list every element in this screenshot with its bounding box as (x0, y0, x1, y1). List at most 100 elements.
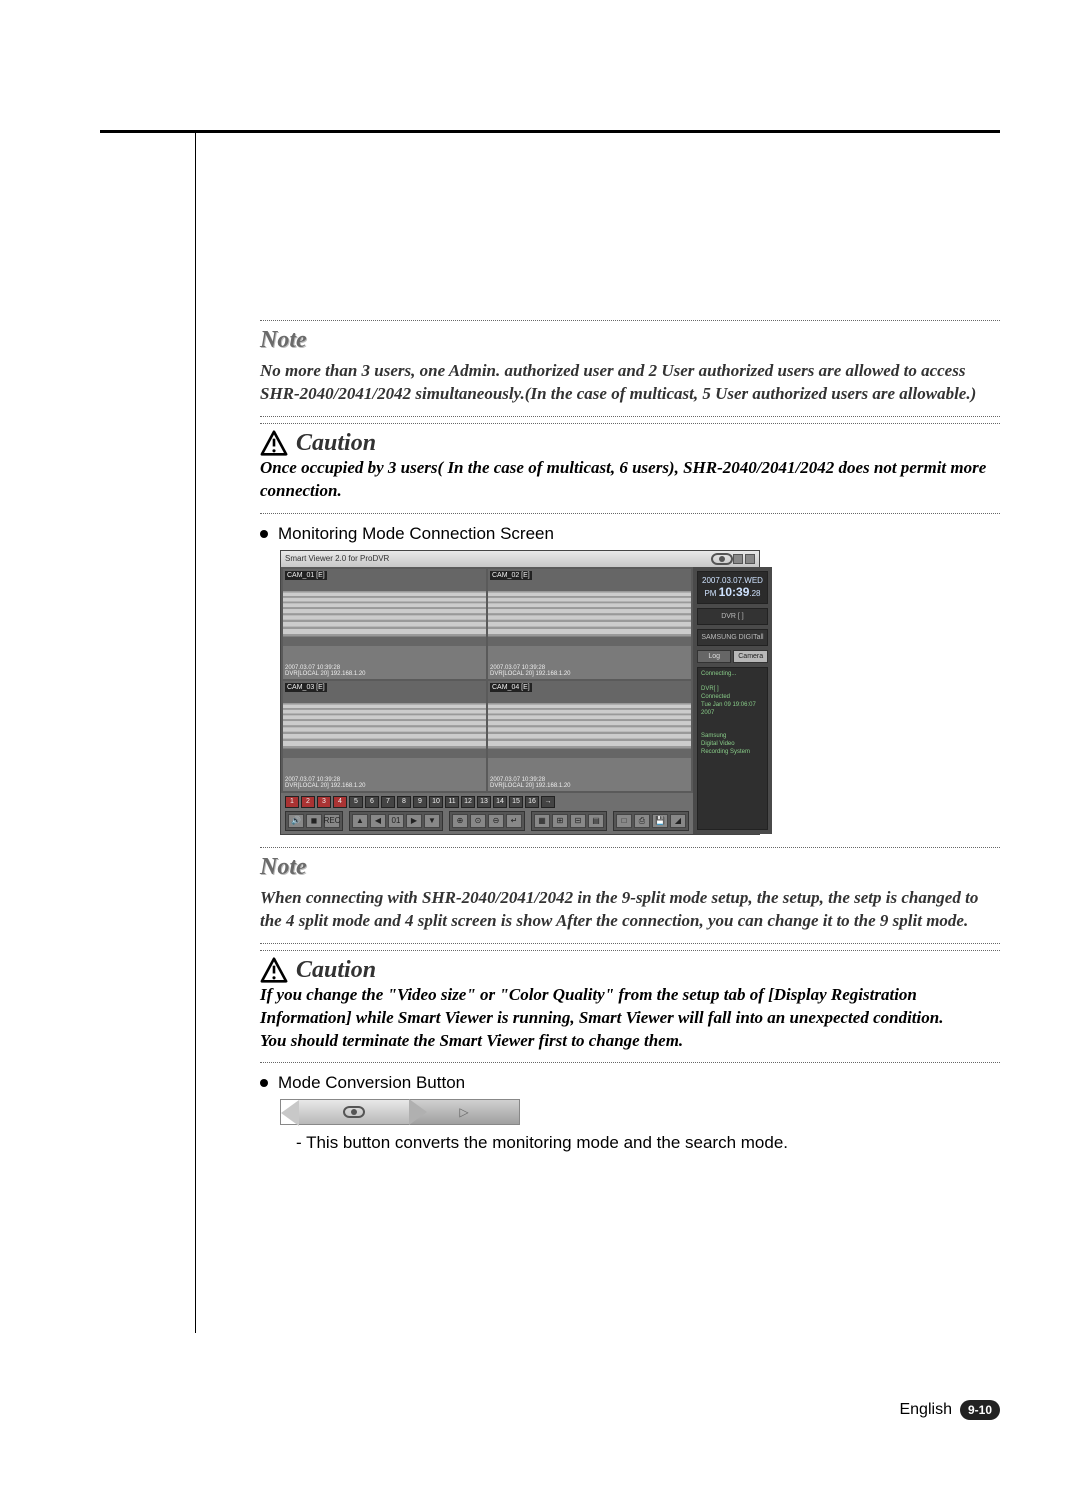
cam-label: CAM_03 [E] (285, 683, 327, 692)
up-icon[interactable]: ▲ (352, 814, 368, 828)
layout-4-icon[interactable]: ⊞ (552, 814, 568, 828)
tab-log[interactable]: Log (697, 650, 731, 663)
channel-button[interactable]: 16 (525, 796, 539, 808)
channel-button[interactable]: 10 (429, 796, 443, 808)
channel-button[interactable]: 6 (365, 796, 379, 808)
brand-label: SAMSUNG DIGITall (697, 629, 768, 646)
window-title: Smart Viewer 2.0 for ProDVR (285, 554, 389, 563)
zoom-out-icon[interactable]: ⊖ (488, 814, 504, 828)
site-selector[interactable]: DVR [ ] (697, 608, 768, 625)
side-panel: 2007.03.07.WED PM 10:39.28 DVR [ ] SAMSU… (693, 567, 772, 834)
log-line: Recording System (701, 749, 764, 757)
cam-timestamp: 2007.03.07 10:39:28DVR[LOCAL 20] 192.168… (490, 665, 571, 677)
note-heading: Note (260, 327, 1000, 354)
footer-page-number: 9-10 (960, 1400, 1000, 1420)
caution-2-text-2: You should terminate the Smart Viewer fi… (260, 1030, 1000, 1053)
down-icon[interactable]: ▼ (424, 814, 440, 828)
page: Note No more than 3 users, one Admin. au… (0, 0, 1080, 1490)
left-icon[interactable]: ◀ (370, 814, 386, 828)
rec-icon[interactable]: REC (324, 814, 340, 828)
camera-cell-4: CAM_04 [E] 2007.03.07 10:39:28DVR[LOCAL … (488, 681, 691, 791)
clock-time: 10:39 (719, 585, 750, 599)
layout-1-icon[interactable]: ▦ (534, 814, 550, 828)
channel-button[interactable]: 1 (285, 796, 299, 808)
speaker-icon[interactable]: 🔊 (288, 814, 304, 828)
caution-heading-row: Caution (260, 957, 1000, 984)
caution-box-1: Caution Once occupied by 3 users( In the… (260, 423, 1000, 514)
layout-controls: ▦⊞⊟▤ (531, 811, 607, 831)
window-buttons (733, 554, 755, 564)
log-line: Digital Video (701, 741, 764, 749)
camera-cell-2: CAM_02 [E] 2007.03.07 10:39:28DVR[LOCAL … (488, 569, 691, 679)
bullet-dot-icon (260, 1079, 268, 1087)
enter-icon[interactable]: ↵ (506, 814, 522, 828)
next-icon[interactable]: → (541, 796, 555, 808)
caution-1-text: Once occupied by 3 users( In the case of… (260, 457, 1000, 503)
chevron-right-icon (409, 1099, 427, 1125)
resize-icon[interactable]: ◢ (670, 814, 686, 828)
channel-button[interactable]: 3 (317, 796, 331, 808)
zoom-reset-icon[interactable]: ⊙ (470, 814, 486, 828)
right-icon[interactable]: ▶ (406, 814, 422, 828)
page-footer: English 9-10 (899, 1400, 1000, 1420)
log-line: Samsung (701, 733, 764, 741)
channel-button[interactable]: 4 (333, 796, 347, 808)
caution-heading-row: Caution (260, 430, 1000, 457)
cam-timestamp: 2007.03.07 10:39:28DVR[LOCAL 20] 192.168… (285, 665, 366, 677)
screenshot-body: CAM_01 [E] 2007.03.07 10:39:28DVR[LOCAL … (281, 567, 759, 834)
layout-16-icon[interactable]: ▤ (588, 814, 604, 828)
cam-timestamp: 2007.03.07 10:39:28DVR[LOCAL 20] 192.168… (490, 777, 571, 789)
channel-button[interactable]: 9 (413, 796, 427, 808)
note-1-text: No more than 3 users, one Admin. authori… (260, 360, 1000, 406)
channel-button[interactable]: 8 (397, 796, 411, 808)
content-column: Note No more than 3 users, one Admin. au… (260, 320, 1000, 1153)
caution-heading: Caution (296, 957, 376, 984)
center-icon[interactable]: 01 (388, 814, 404, 828)
cam-label: CAM_01 [E] (285, 571, 327, 580)
channel-button[interactable]: 5 (349, 796, 363, 808)
audio-controls: 🔊◼REC (285, 811, 343, 831)
layout-9-icon[interactable]: ⊟ (570, 814, 586, 828)
cam-label: CAM_04 [E] (490, 683, 532, 692)
bullet-2-desc: - This button converts the monitoring mo… (296, 1133, 1000, 1153)
channel-button[interactable]: 2 (301, 796, 315, 808)
camera-cell-1: CAM_01 [E] 2007.03.07 10:39:28DVR[LOCAL … (283, 569, 486, 679)
misc-controls: □⎙💾◢ (613, 811, 689, 831)
camera-grid: CAM_01 [E] 2007.03.07 10:39:28DVR[LOCAL … (281, 567, 693, 793)
channel-row: 1 2 3 4 5 6 7 8 9 10 11 12 13 (285, 796, 689, 808)
cam-timestamp: 2007.03.07 10:39:28DVR[LOCAL 20] 192.168… (285, 777, 366, 789)
zoom-controls: ⊕⊙⊖↵ (449, 811, 525, 831)
monitoring-screenshot: Smart Viewer 2.0 for ProDVR CAM_01 [E] 2… (280, 550, 760, 835)
control-row: 🔊◼REC ▲◀01▶▼ ⊕⊙⊖↵ ▦⊞⊟▤ □⎙💾◢ (285, 811, 689, 831)
eye-icon (343, 1106, 365, 1118)
monitoring-mode-button[interactable] (299, 1100, 409, 1124)
bullet-2-label: Mode Conversion Button (278, 1073, 465, 1093)
stop-icon[interactable]: ◼ (306, 814, 322, 828)
note-2-text: When connecting with SHR-2040/2041/2042 … (260, 887, 1000, 933)
bullet-2: Mode Conversion Button (260, 1073, 1000, 1093)
channel-button[interactable]: 11 (445, 796, 459, 808)
cam-label: CAM_02 [E] (490, 571, 532, 580)
log-line: Connecting... (701, 671, 764, 679)
warning-icon (260, 430, 288, 456)
bottom-toolbar: 1 2 3 4 5 6 7 8 9 10 11 12 13 (281, 793, 693, 834)
bullet-dot-icon (260, 530, 268, 538)
channel-button[interactable]: 15 (509, 796, 523, 808)
save-icon[interactable]: 💾 (652, 814, 668, 828)
fullscreen-icon[interactable]: □ (616, 814, 632, 828)
caution-2-text-1: If you change the "Video size" or "Color… (260, 984, 1000, 1030)
channel-button[interactable]: 14 (493, 796, 507, 808)
bullet-1: Monitoring Mode Connection Screen (260, 524, 1000, 544)
channel-button[interactable]: 13 (477, 796, 491, 808)
warning-icon (260, 957, 288, 983)
bullet-1-label: Monitoring Mode Connection Screen (278, 524, 554, 544)
caution-heading: Caution (296, 430, 376, 457)
channel-button[interactable]: 12 (461, 796, 475, 808)
clock-panel: 2007.03.07.WED PM 10:39.28 (697, 571, 768, 604)
search-mode-button[interactable]: ▷ (409, 1100, 519, 1124)
play-icon: ▷ (459, 1105, 468, 1119)
print-icon[interactable]: ⎙ (634, 814, 650, 828)
zoom-in-icon[interactable]: ⊕ (452, 814, 468, 828)
channel-button[interactable]: 7 (381, 796, 395, 808)
tab-camera[interactable]: Camera (733, 650, 767, 663)
